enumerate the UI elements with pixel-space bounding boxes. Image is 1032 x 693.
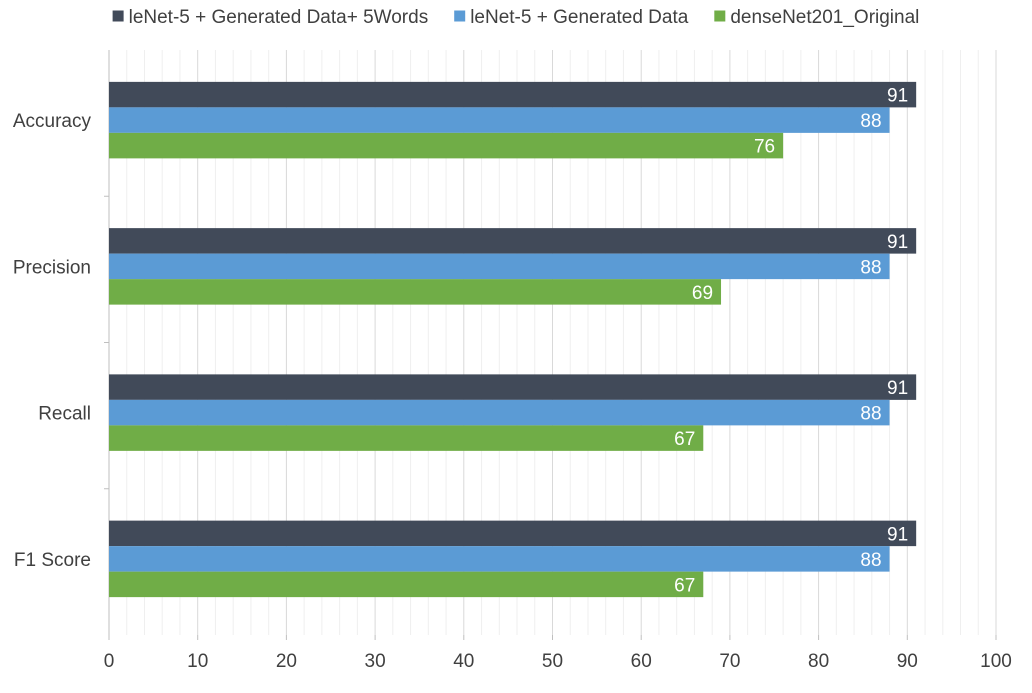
bar [109,81,917,108]
x-tick-label: 60 [631,651,652,672]
data-label: 88 [860,550,881,571]
legend: leNet-5 + Generated Data+ 5Words leNet-5 … [112,7,919,28]
bar [109,253,890,280]
bar [109,228,917,254]
bar [109,132,784,159]
x-tick-label: 10 [187,651,208,672]
bar [109,374,917,400]
legend-label: denseNet201_Original [730,7,919,28]
x-tick-label: 0 [104,651,115,672]
bar [109,107,890,133]
category-label: Accuracy [13,111,92,132]
data-label: 88 [860,257,881,278]
bar [109,399,890,426]
data-label: 91 [887,86,908,107]
x-tick-label: 80 [808,651,829,672]
bar [109,279,722,305]
data-label: 91 [887,378,908,399]
x-tick-label: 90 [897,651,918,672]
x-tick-label: 50 [542,651,563,672]
data-label: 67 [674,575,695,596]
legend-item: denseNet201_Original [714,7,919,28]
category-label: Recall [38,404,91,425]
legend-swatch [454,10,466,22]
legend-label: leNet-5 + Generated Data [470,7,689,28]
bar [109,520,917,547]
category-label: Precision [13,257,91,278]
data-label: 88 [860,111,881,132]
bars [109,81,917,598]
category-axis: Accuracy Precision Recall F1 Score [13,50,110,635]
data-label: 69 [692,283,713,304]
legend-item: leNet-5 + Generated Data+ 5Words [112,7,429,28]
bar [109,425,704,451]
x-tick-label: 70 [719,651,740,672]
x-tick-label: 100 [980,651,1012,672]
value-axis: 0 10 20 30 40 50 60 70 80 90 100 [104,635,1012,672]
x-tick-label: 30 [365,651,386,672]
data-label: 91 [887,524,908,545]
legend-item: leNet-5 + Generated Data [454,7,689,28]
data-label: 67 [674,429,695,450]
data-labels: 91 88 76 91 88 69 91 88 67 91 88 67 [674,86,908,597]
x-tick-label: 40 [453,651,474,672]
bar [109,571,704,598]
legend-label: leNet-5 + Generated Data+ 5Words [129,7,429,28]
legend-swatch [112,10,124,22]
data-label: 76 [754,137,775,158]
data-label: 88 [860,404,881,425]
x-tick-label: 20 [276,651,297,672]
category-label: F1 Score [14,550,91,571]
legend-swatch [714,10,726,22]
bar [109,546,890,572]
data-label: 91 [887,232,908,253]
